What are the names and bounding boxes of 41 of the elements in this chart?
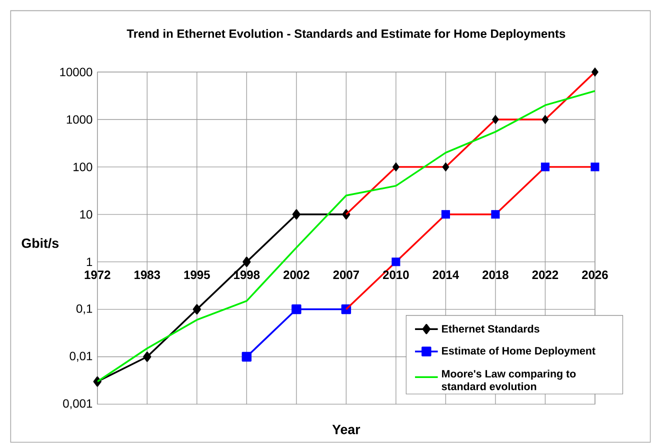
x-tick-label: 2010 [383, 270, 409, 280]
y-axis-title: Gbit/s [22, 238, 59, 248]
x-tick-label: 1983 [134, 270, 160, 280]
legend-label: Ethernet Standards [442, 324, 540, 333]
x-tick-label: 2014 [432, 270, 459, 280]
point [143, 352, 152, 362]
x-tick-label: 1995 [184, 270, 210, 280]
x-axis-title: Year [332, 424, 360, 434]
legend-label: Estimate of Home Deployment [442, 346, 596, 357]
point [442, 162, 450, 172]
x-tick-label: 1998 [234, 270, 260, 280]
x-tick-label: 2002 [283, 270, 310, 280]
y-tick-label: 1 [86, 258, 92, 266]
point [292, 209, 300, 220]
point [392, 162, 400, 172]
point [542, 115, 549, 124]
x-tick-label: 1972 [84, 270, 110, 280]
point [491, 210, 500, 219]
point [392, 258, 400, 266]
point [292, 304, 302, 314]
y-tick-label: 0,001 [63, 399, 92, 410]
y-tick-label: 0,01 [70, 352, 92, 362]
y-tick-label: 0,1 [76, 304, 92, 314]
x-tick-label: 2022 [532, 270, 558, 280]
chart-title: Trend in Ethernet Evolution - Standards and Estimate for Home Deployments [126, 29, 566, 40]
point [592, 68, 598, 77]
y-tick-label: 1000 [66, 115, 92, 124]
x-tick-label: 2007 [333, 270, 359, 280]
point [242, 352, 252, 362]
x-tick-label: 2026 [582, 270, 608, 280]
y-tick-label: 10 [80, 210, 92, 219]
point [492, 115, 499, 124]
point [590, 162, 600, 172]
y-tick-label: 100 [74, 162, 92, 172]
point [540, 162, 550, 172]
point [441, 210, 450, 219]
legend-label: Moore's Law comparing to standard evolution [442, 370, 576, 390]
point [242, 256, 251, 268]
x-tick-label: 2018 [482, 270, 508, 280]
y-tick-label: 10000 [60, 68, 92, 76]
point [192, 304, 201, 314]
